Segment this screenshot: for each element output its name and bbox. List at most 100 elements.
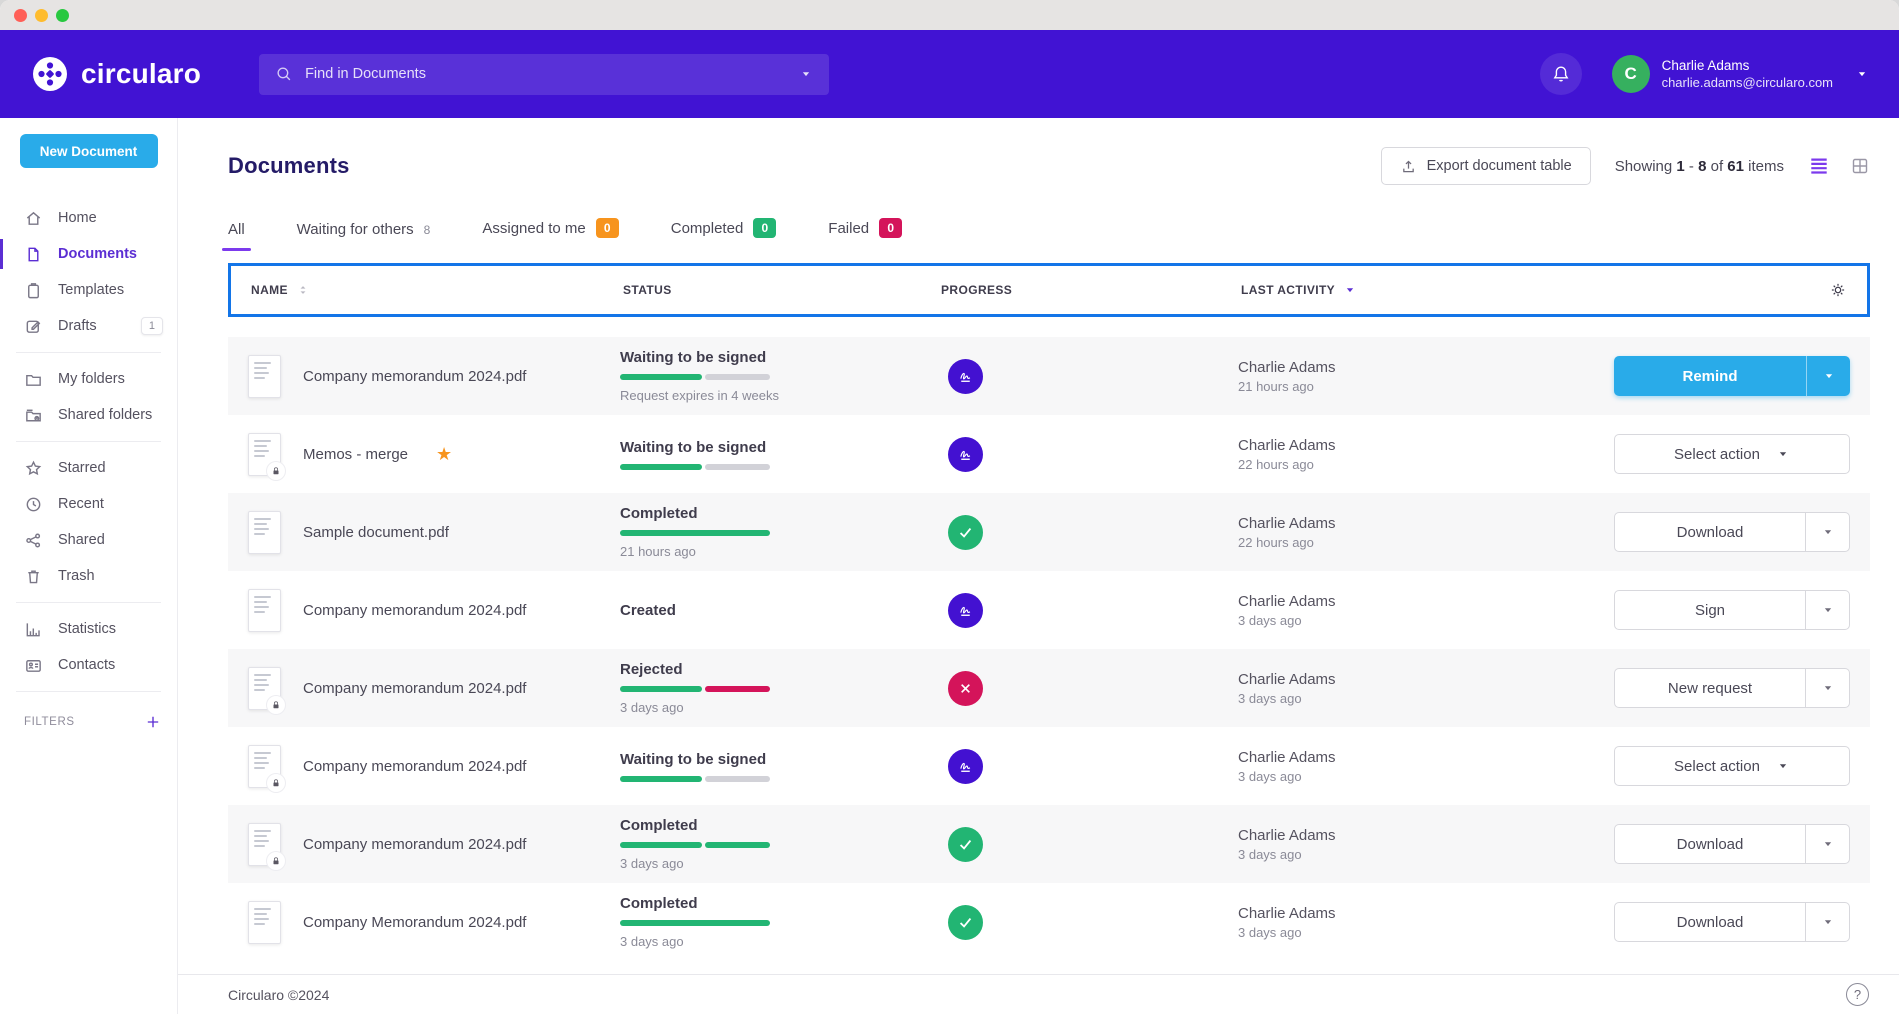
sidebar-item-label: Trash <box>58 568 95 584</box>
document-name[interactable]: Company memorandum 2024.pdf <box>303 835 527 853</box>
action-button-label[interactable]: Download <box>1676 913 1744 931</box>
action-button-label[interactable]: Download <box>1676 523 1744 541</box>
sidebar-item-label: Shared <box>58 532 105 548</box>
grid-view-button[interactable] <box>1850 156 1870 176</box>
tab-completed[interactable]: Completed 0 <box>671 218 777 251</box>
table-row[interactable]: Company memorandum 2024.pdf Created Char… <box>228 571 1870 649</box>
sidebar-item-trash[interactable]: Trash <box>0 558 177 594</box>
document-search[interactable] <box>259 53 830 95</box>
sidebar-item-shared[interactable]: Shared <box>0 522 177 558</box>
table-row[interactable]: Company Memorandum 2024.pdf Completed 3 … <box>228 883 1870 961</box>
action-button-label: Select action <box>1674 445 1760 463</box>
sidebar-item-drafts[interactable]: Drafts 1 <box>0 308 177 344</box>
sort-icon[interactable] <box>296 283 310 297</box>
sidebar-item-home[interactable]: Home <box>0 200 177 236</box>
search-scope-caret-icon[interactable] <box>799 67 813 81</box>
action-button-label: Select action <box>1674 757 1760 775</box>
row-action-button-sign[interactable]: Sign <box>1614 590 1850 630</box>
status-text: Waiting to be signed <box>620 438 767 456</box>
action-button-label[interactable]: Sign <box>1694 601 1726 619</box>
sidebar-item-templates[interactable]: Templates <box>0 272 177 308</box>
minimize-window-button[interactable] <box>35 8 48 22</box>
document-name[interactable]: Company memorandum 2024.pdf <box>303 757 527 775</box>
table-row[interactable]: Company memorandum 2024.pdf Waiting to b… <box>228 727 1870 805</box>
row-action-button-new-request[interactable]: New request <box>1614 668 1850 708</box>
document-name[interactable]: Memos - merge <box>303 445 409 463</box>
list-view-button[interactable] <box>1808 155 1830 177</box>
table-row[interactable]: Company memorandum 2024.pdf Waiting to b… <box>228 337 1870 415</box>
sidebar-item-label: Home <box>58 210 97 226</box>
table-settings-button[interactable] <box>1829 281 1847 299</box>
tab-count-badge: 0 <box>595 218 619 238</box>
status-text: Waiting to be signed <box>620 750 767 768</box>
page-title: Documents <box>228 153 350 178</box>
action-dropdown-toggle[interactable] <box>1805 591 1849 629</box>
zoom-window-button[interactable] <box>56 8 69 22</box>
tab-failed[interactable]: Failed 0 <box>828 218 903 251</box>
user-menu-caret-icon <box>1855 67 1869 81</box>
row-action-button-select-action[interactable]: Select action <box>1614 746 1850 786</box>
document-name[interactable]: Company memorandum 2024.pdf <box>303 601 527 619</box>
document-name[interactable]: Company Memorandum 2024.pdf <box>303 913 527 931</box>
sidebar-item-contacts[interactable]: Contacts <box>0 647 177 683</box>
column-header-progress[interactable]: PROGRESS <box>941 283 1013 297</box>
row-action-button-download[interactable]: Download <box>1614 902 1850 942</box>
tab-all[interactable]: All <box>222 221 251 251</box>
sidebar-divider <box>16 352 161 353</box>
row-action-button-download[interactable]: Download <box>1614 824 1850 864</box>
new-document-button[interactable]: New Document <box>19 134 158 168</box>
action-button-label[interactable]: New request <box>1667 679 1753 697</box>
tab-assigned-to-me[interactable]: Assigned to me 0 <box>482 218 619 251</box>
notifications-button[interactable] <box>1539 53 1582 95</box>
sorted-desc-caret-icon[interactable] <box>1343 283 1357 297</box>
action-button-label[interactable]: Remind <box>1682 367 1738 385</box>
column-header-status[interactable]: STATUS <box>623 283 672 297</box>
document-name[interactable]: Company memorandum 2024.pdf <box>303 679 527 697</box>
action-dropdown-toggle[interactable] <box>1805 513 1849 551</box>
document-name[interactable]: Company memorandum 2024.pdf <box>303 367 527 385</box>
last-activity-actor: Charlie Adams <box>1238 904 1336 922</box>
caret-icon <box>1821 525 1835 539</box>
tab-waiting-for-others[interactable]: Waiting for others 8 <box>297 221 431 251</box>
brand-logo[interactable]: circularo <box>30 54 201 94</box>
export-document-table-button[interactable]: Export document table <box>1380 147 1591 185</box>
lock-icon <box>271 778 281 788</box>
document-name[interactable]: Sample document.pdf <box>303 523 449 541</box>
action-dropdown-toggle[interactable] <box>1806 356 1850 396</box>
column-header-name[interactable]: NAME <box>251 283 623 297</box>
last-activity-actor: Charlie Adams <box>1238 592 1336 610</box>
row-action-button-remind[interactable]: Remind <box>1614 356 1850 396</box>
last-activity-actor: Charlie Adams <box>1238 358 1336 376</box>
column-header-last-activity[interactable]: LAST ACTIVITY <box>1241 283 1611 297</box>
action-dropdown-toggle[interactable] <box>1805 903 1849 941</box>
action-button-label[interactable]: Download <box>1676 835 1744 853</box>
sidebar-item-starred[interactable]: Starred <box>0 450 177 486</box>
sidebar-item-label: Recent <box>58 496 104 512</box>
sidebar-item-statistics[interactable]: Statistics <box>0 611 177 647</box>
sidebar-item-documents[interactable]: Documents <box>0 236 177 272</box>
action-dropdown-toggle[interactable] <box>1805 825 1849 863</box>
table-row[interactable]: Sample document.pdf Completed 21 hours a… <box>228 493 1870 571</box>
row-action-button-select-action[interactable]: Select action <box>1614 434 1850 474</box>
sidebar-item-my-folders[interactable]: My folders <box>0 361 177 397</box>
user-name: Charlie Adams <box>1661 58 1750 73</box>
help-button[interactable]: ? <box>1846 983 1869 1006</box>
avatar: C <box>1611 55 1650 93</box>
table-row[interactable]: Memos - merge ★ Waiting to be signed Cha… <box>228 415 1870 493</box>
sidebar-item-recent[interactable]: Recent <box>0 486 177 522</box>
table-row[interactable]: Company memorandum 2024.pdf Rejected 3 d… <box>228 649 1870 727</box>
starred-icon[interactable]: ★ <box>436 444 453 464</box>
progress-status-circle <box>948 436 983 472</box>
row-action-button-download[interactable]: Download <box>1614 512 1850 552</box>
add-filter-button[interactable] <box>145 714 161 730</box>
last-activity-actor: Charlie Adams <box>1238 514 1336 532</box>
close-window-button[interactable] <box>14 8 27 22</box>
action-dropdown-toggle[interactable] <box>1805 669 1849 707</box>
showing-range: Showing 1 - 8 of 61 items <box>1614 157 1784 175</box>
clock-icon <box>24 495 43 514</box>
user-menu[interactable]: C Charlie Adams charlie.adams@circularo.… <box>1611 55 1869 93</box>
search-input[interactable] <box>305 66 788 82</box>
document-thumbnail <box>248 588 281 632</box>
sidebar-item-shared-folders[interactable]: Shared folders <box>0 397 177 433</box>
table-row[interactable]: Company memorandum 2024.pdf Completed 3 … <box>228 805 1870 883</box>
